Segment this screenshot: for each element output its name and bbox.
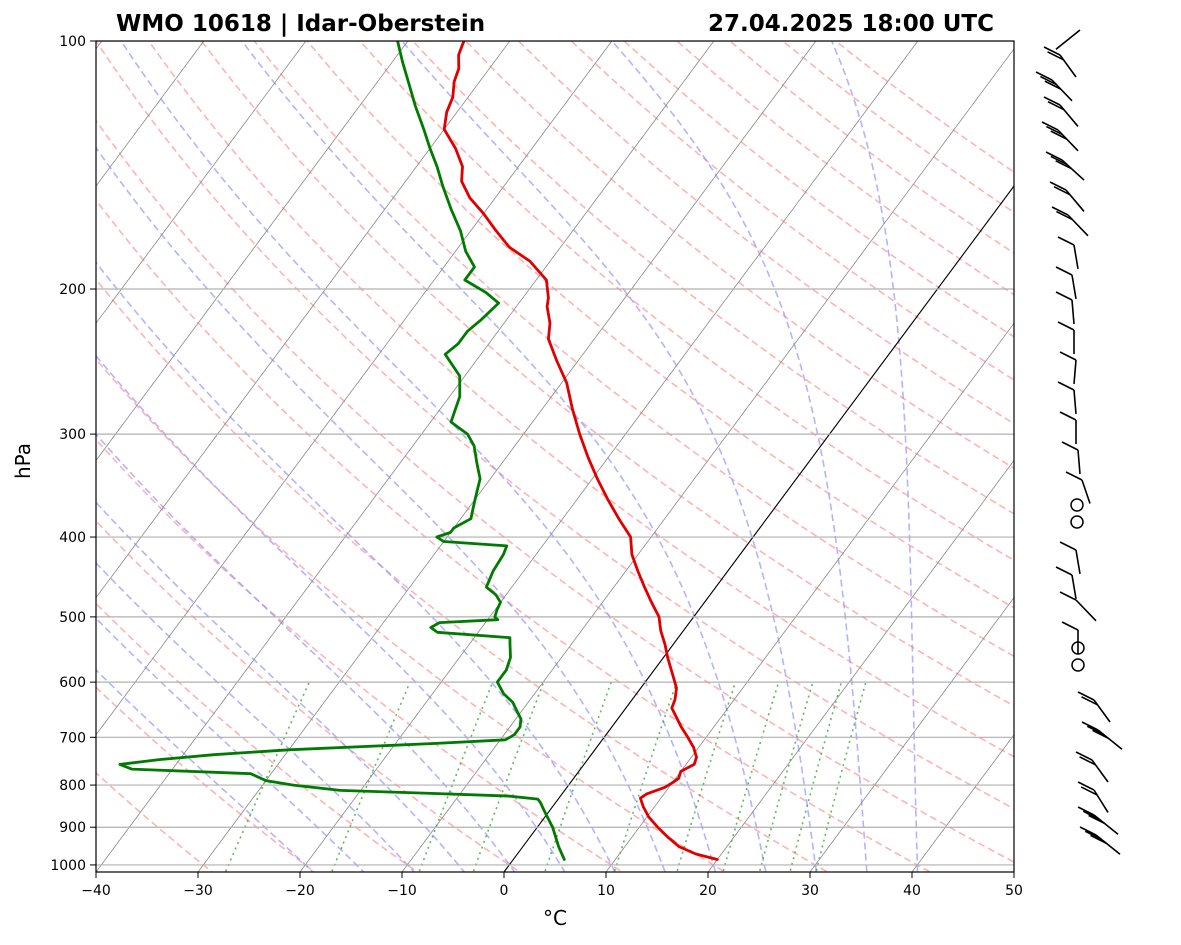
y-tick-label: 100 (59, 34, 86, 50)
y-tick-label: 800 (59, 778, 86, 794)
y-tick-label: 300 (59, 427, 86, 443)
x-tick-label: 20 (699, 883, 717, 899)
y-tick-label: 500 (59, 610, 86, 626)
x-tick-label: 40 (903, 883, 921, 899)
x-tick-label: −40 (81, 883, 111, 899)
y-tick-label: 600 (59, 675, 86, 691)
x-tick-label: −10 (387, 883, 417, 899)
y-axis-label: hPa (11, 443, 35, 479)
x-tick-label: −20 (285, 883, 315, 899)
chart-title-left: WMO 10618 | Idar-Oberstein (116, 11, 485, 37)
x-tick-label: 30 (801, 883, 819, 899)
x-axis-label: °C (543, 906, 567, 930)
y-tick-label: 400 (59, 530, 86, 546)
y-tick-label: 1000 (50, 858, 86, 874)
y-tick-label: 200 (59, 282, 86, 298)
chart-title-right: 27.04.2025 18:00 UTC (708, 11, 994, 37)
y-tick-label: 700 (59, 730, 86, 746)
y-tick-label: 900 (59, 820, 86, 836)
x-tick-label: 50 (1005, 883, 1023, 899)
x-tick-label: −30 (183, 883, 213, 899)
x-tick-label: 10 (597, 883, 615, 899)
x-tick-label: 0 (500, 883, 509, 899)
